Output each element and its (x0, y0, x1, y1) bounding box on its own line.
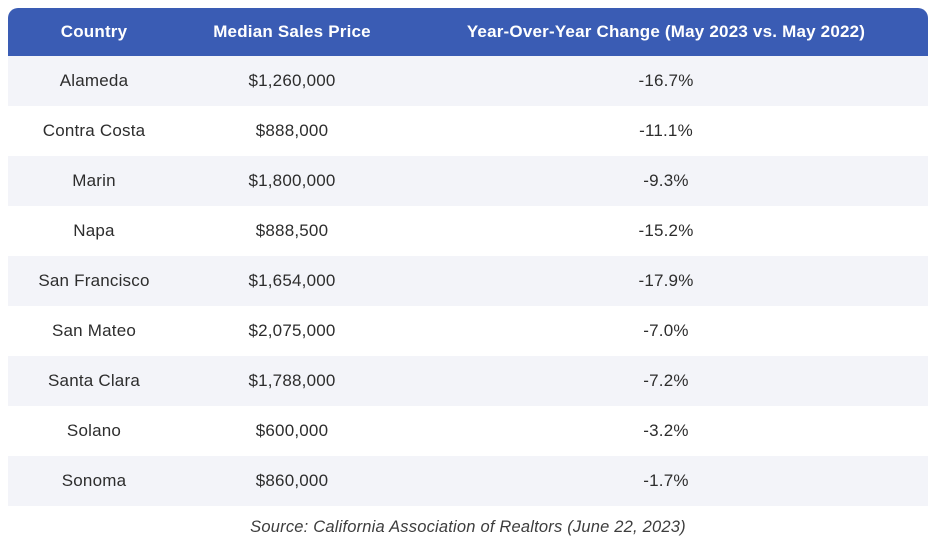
column-header-yoy-change: Year-Over-Year Change (May 2023 vs. May … (466, 22, 866, 41)
cell-country: Solano (66, 421, 122, 440)
cell-country: San Mateo (51, 321, 137, 340)
cell-country: Santa Clara (48, 371, 140, 390)
cell-price: $888,000 (255, 121, 329, 140)
cell-price: $888,500 (255, 221, 329, 240)
cell-price: $1,654,000 (248, 271, 336, 290)
table-header-row: Country Median Sales Price Year-Over-Yea… (8, 8, 928, 56)
cell-country: Napa (73, 221, 115, 240)
table-row: San Mateo $2,075,000 -7.0% (8, 306, 928, 356)
cell-yoy: -15.2% (638, 221, 694, 240)
cell-country: Marin (72, 171, 116, 190)
table-body: Alameda $1,260,000 -16.7% Contra Costa $… (8, 56, 928, 506)
cell-country: Sonoma (61, 471, 127, 490)
cell-yoy: -16.7% (638, 71, 694, 90)
table-row: Santa Clara $1,788,000 -7.2% (8, 356, 928, 406)
cell-yoy: -3.2% (643, 421, 689, 440)
cell-country: San Francisco (38, 271, 150, 290)
table-row: Napa $888,500 -15.2% (8, 206, 928, 256)
cell-yoy: -9.3% (643, 171, 689, 190)
cell-yoy: -11.1% (639, 121, 693, 140)
cell-yoy: -7.0% (643, 321, 689, 340)
cell-yoy: -7.2% (643, 371, 689, 390)
cell-price: $1,800,000 (248, 171, 336, 190)
cell-price: $600,000 (255, 421, 329, 440)
cell-price: $1,788,000 (248, 371, 336, 390)
cell-price: $2,075,000 (248, 321, 336, 340)
cell-country: Contra Costa (42, 121, 146, 140)
table-row: Solano $600,000 -3.2% (8, 406, 928, 456)
column-header-median-sales-price: Median Sales Price (213, 22, 371, 41)
cell-yoy: -1.7% (643, 471, 689, 490)
column-header-country: Country (60, 22, 128, 41)
source-caption: Source: California Association of Realto… (250, 518, 686, 536)
table-row: Alameda $1,260,000 -16.7% (8, 56, 928, 106)
table-row: Contra Costa $888,000 -11.1% (8, 106, 928, 156)
cell-yoy: -17.9% (638, 271, 694, 290)
table-row: San Francisco $1,654,000 -17.9% (8, 256, 928, 306)
table-row: Sonoma $860,000 -1.7% (8, 456, 928, 506)
cell-country: Alameda (59, 71, 129, 90)
table-row: Marin $1,800,000 -9.3% (8, 156, 928, 206)
median-sales-price-table: Country Median Sales Price Year-Over-Yea… (8, 8, 928, 506)
cell-price: $860,000 (255, 471, 329, 490)
cell-price: $1,260,000 (248, 71, 336, 90)
